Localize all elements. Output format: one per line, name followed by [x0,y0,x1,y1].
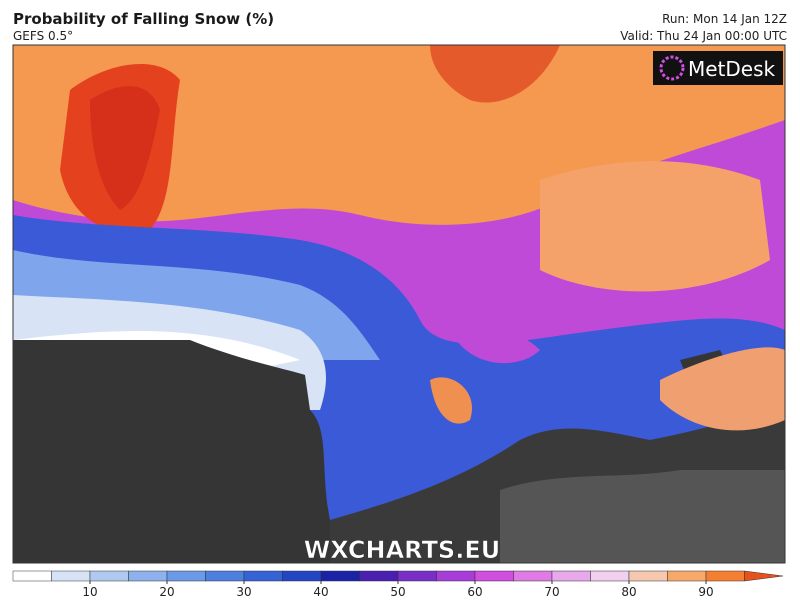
colorbar-tick-label: 90 [698,585,713,599]
logo: MetDesk [653,51,783,85]
colorbar-segment [359,570,399,582]
colorbar-segment [243,570,283,582]
colorbar-tick-label: 50 [390,585,405,599]
colorbar-segment [128,570,168,582]
colorbar-segment [51,570,91,582]
colorbar-segment [436,570,476,582]
colorbar-segment [397,570,437,582]
colorbar-segment [89,570,129,582]
colorbar-tick-label: 20 [159,585,174,599]
colorbar-tick-label: 40 [313,585,328,599]
colorbar-tick-label: 30 [236,585,251,599]
colorbar-segment [590,570,630,582]
watermark: WXCHARTS.EU [304,536,500,564]
colorbar-segment [628,570,668,582]
colorbar: 10 20 30 40 50 60 70 80 90 [12,570,784,599]
colorbar-segment [705,570,745,582]
colorbar-segment [551,570,591,582]
subtitle: GEFS 0.5° [13,29,73,43]
colorbar-segment [320,570,360,582]
colorbar-segment [282,570,322,582]
colorbar-segment [166,570,206,582]
map [12,44,786,564]
colorbar-tick-label: 10 [82,585,97,599]
colorbar-segment [667,570,707,582]
title: Probability of Falling Snow (%) [13,10,274,28]
colorbar-segment [12,570,52,582]
colorbar-tick-label: 70 [544,585,559,599]
valid-time: Valid: Thu 24 Jan 00:00 UTC [620,29,787,43]
colorbar-tick-label: 60 [467,585,482,599]
colorbar-segment [474,570,514,582]
colorbar-segment [205,570,245,582]
logo-text: MetDesk [688,57,776,81]
colorbar-tick-label: 80 [621,585,636,599]
colorbar-arrow [744,570,784,582]
colorbar-segment [513,570,553,582]
run-time: Run: Mon 14 Jan 12Z [662,12,787,26]
